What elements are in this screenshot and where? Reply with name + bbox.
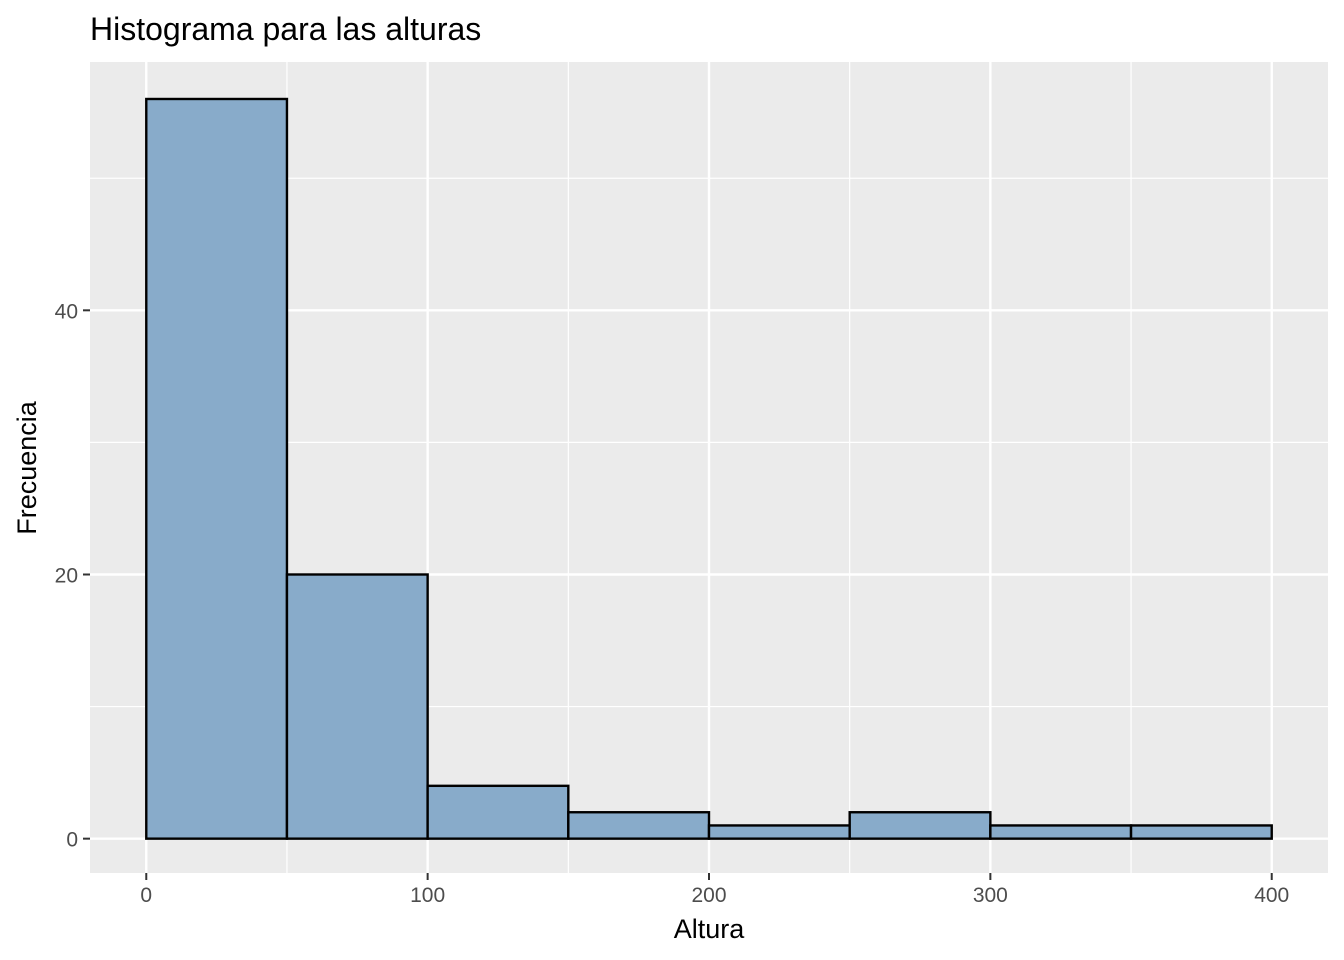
y-tick-label: 20 <box>55 564 78 587</box>
histogram-bar <box>145 97 289 840</box>
histogram-bar <box>426 784 570 840</box>
histogram-bar <box>707 824 851 840</box>
histogram-bar <box>848 811 992 840</box>
x-tick-label: 300 <box>973 884 1008 907</box>
chart-title: Histograma para las alturas <box>90 11 481 47</box>
x-tick-label: 400 <box>1254 884 1289 907</box>
x-axis: 0 100 200 300 400 <box>140 873 1289 907</box>
y-axis: 0 20 40 <box>55 300 90 852</box>
x-axis-title: Altura <box>674 914 746 944</box>
histogram-bar <box>567 811 711 840</box>
histogram-bars <box>145 97 1273 840</box>
x-tick-label: 200 <box>691 884 726 907</box>
histogram-bar <box>1129 824 1273 840</box>
histogram-bar <box>989 824 1133 840</box>
x-tick-label: 0 <box>140 884 152 907</box>
y-tick-label: 40 <box>55 300 78 323</box>
y-axis-title: Frecuencia <box>12 400 42 535</box>
x-tick-label: 100 <box>410 884 445 907</box>
y-tick-label: 0 <box>66 829 78 852</box>
histogram-bar <box>285 573 429 840</box>
